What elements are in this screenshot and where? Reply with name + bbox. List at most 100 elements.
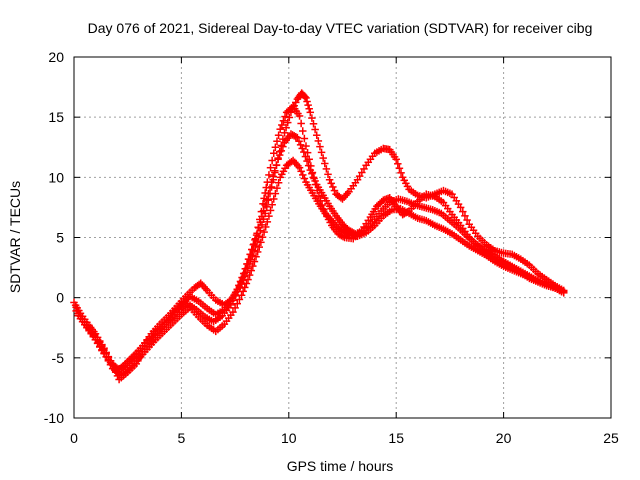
data-point	[305, 104, 313, 113]
data-point	[309, 120, 318, 128]
data-point	[237, 278, 245, 287]
data-point	[270, 149, 278, 158]
x-tick-label: 0	[70, 430, 78, 446]
y-tick-label: 5	[56, 230, 64, 246]
data-point	[233, 287, 241, 296]
data-point	[249, 262, 257, 270]
data-point	[274, 155, 282, 164]
data-point	[268, 200, 276, 209]
data-point	[279, 142, 287, 151]
data-point	[266, 184, 274, 192]
data-point	[250, 257, 259, 266]
data-point	[285, 113, 294, 122]
data-point	[281, 112, 289, 121]
data-point	[273, 184, 281, 192]
data-point	[283, 118, 292, 127]
data-points	[70, 89, 568, 384]
data-point	[255, 243, 264, 251]
data-point	[275, 151, 284, 159]
data-point	[271, 143, 280, 151]
data-point	[395, 164, 404, 173]
data-point	[324, 170, 332, 179]
data-point	[263, 195, 271, 204]
data-point	[280, 129, 289, 137]
x-axis-ticks: 0 5 10 15 20 25	[70, 57, 619, 446]
data-point	[321, 159, 329, 168]
y-tick-label: -10	[44, 410, 64, 426]
data-point	[233, 299, 241, 308]
data-point	[237, 291, 246, 300]
y-tick-label: -5	[52, 350, 65, 366]
data-point	[251, 234, 260, 243]
data-point	[302, 142, 310, 150]
data-point	[295, 112, 304, 120]
data-point	[303, 157, 311, 165]
y-tick-label: 20	[48, 49, 64, 65]
data-point	[316, 142, 324, 151]
data-point	[301, 152, 310, 161]
data-point	[242, 279, 251, 288]
data-point	[297, 119, 305, 128]
data-point	[300, 148, 308, 156]
data-point	[274, 178, 283, 187]
data-point	[253, 248, 262, 256]
series-track-4	[72, 130, 566, 374]
data-point	[279, 117, 288, 125]
data-point	[278, 121, 286, 129]
data-point	[261, 223, 270, 231]
data-point	[299, 127, 307, 135]
data-point	[276, 125, 284, 133]
data-point	[311, 125, 319, 134]
data-point	[264, 189, 273, 198]
data-point	[244, 275, 252, 284]
data-point	[302, 94, 310, 102]
data-point	[273, 137, 281, 145]
data-point	[459, 207, 467, 216]
data-point	[317, 148, 326, 157]
series-track-2	[72, 89, 568, 374]
data-point	[231, 292, 239, 300]
data-point	[231, 304, 239, 312]
data-point	[277, 147, 286, 155]
data-point	[259, 206, 268, 215]
data-point	[238, 274, 247, 282]
data-point	[260, 228, 268, 236]
x-axis-label: GPS time / hours	[287, 458, 394, 474]
data-point	[261, 201, 269, 209]
x-tick-label: 25	[603, 430, 619, 446]
data-point	[245, 271, 254, 279]
data-point	[263, 218, 272, 226]
data-point	[256, 218, 265, 226]
data-point	[248, 245, 257, 254]
data-point	[308, 114, 316, 122]
data-point	[258, 212, 266, 221]
x-tick-label: 5	[178, 430, 186, 446]
data-point	[322, 165, 331, 173]
data-point	[250, 240, 258, 248]
data-point	[456, 203, 465, 212]
data-point	[300, 134, 309, 143]
data-point	[271, 166, 279, 175]
data-point	[254, 224, 263, 232]
data-point	[235, 295, 244, 304]
data-point	[265, 171, 273, 179]
data-point	[306, 108, 315, 117]
data-point	[235, 283, 244, 291]
data-point	[229, 296, 237, 305]
data-point	[269, 172, 277, 181]
data-point	[252, 253, 260, 261]
data-point	[229, 308, 237, 316]
data-point	[282, 123, 290, 132]
y-tick-label: 10	[48, 169, 64, 185]
data-point	[268, 156, 276, 165]
data-point	[265, 212, 273, 220]
x-tick-label: 15	[388, 430, 404, 446]
series-track-3	[74, 156, 568, 379]
y-tick-label: 0	[56, 290, 64, 306]
data-point	[394, 160, 402, 168]
data-point	[397, 169, 405, 177]
data-point	[304, 161, 313, 170]
data-point	[240, 269, 248, 278]
y-tick-label: 15	[48, 109, 64, 125]
